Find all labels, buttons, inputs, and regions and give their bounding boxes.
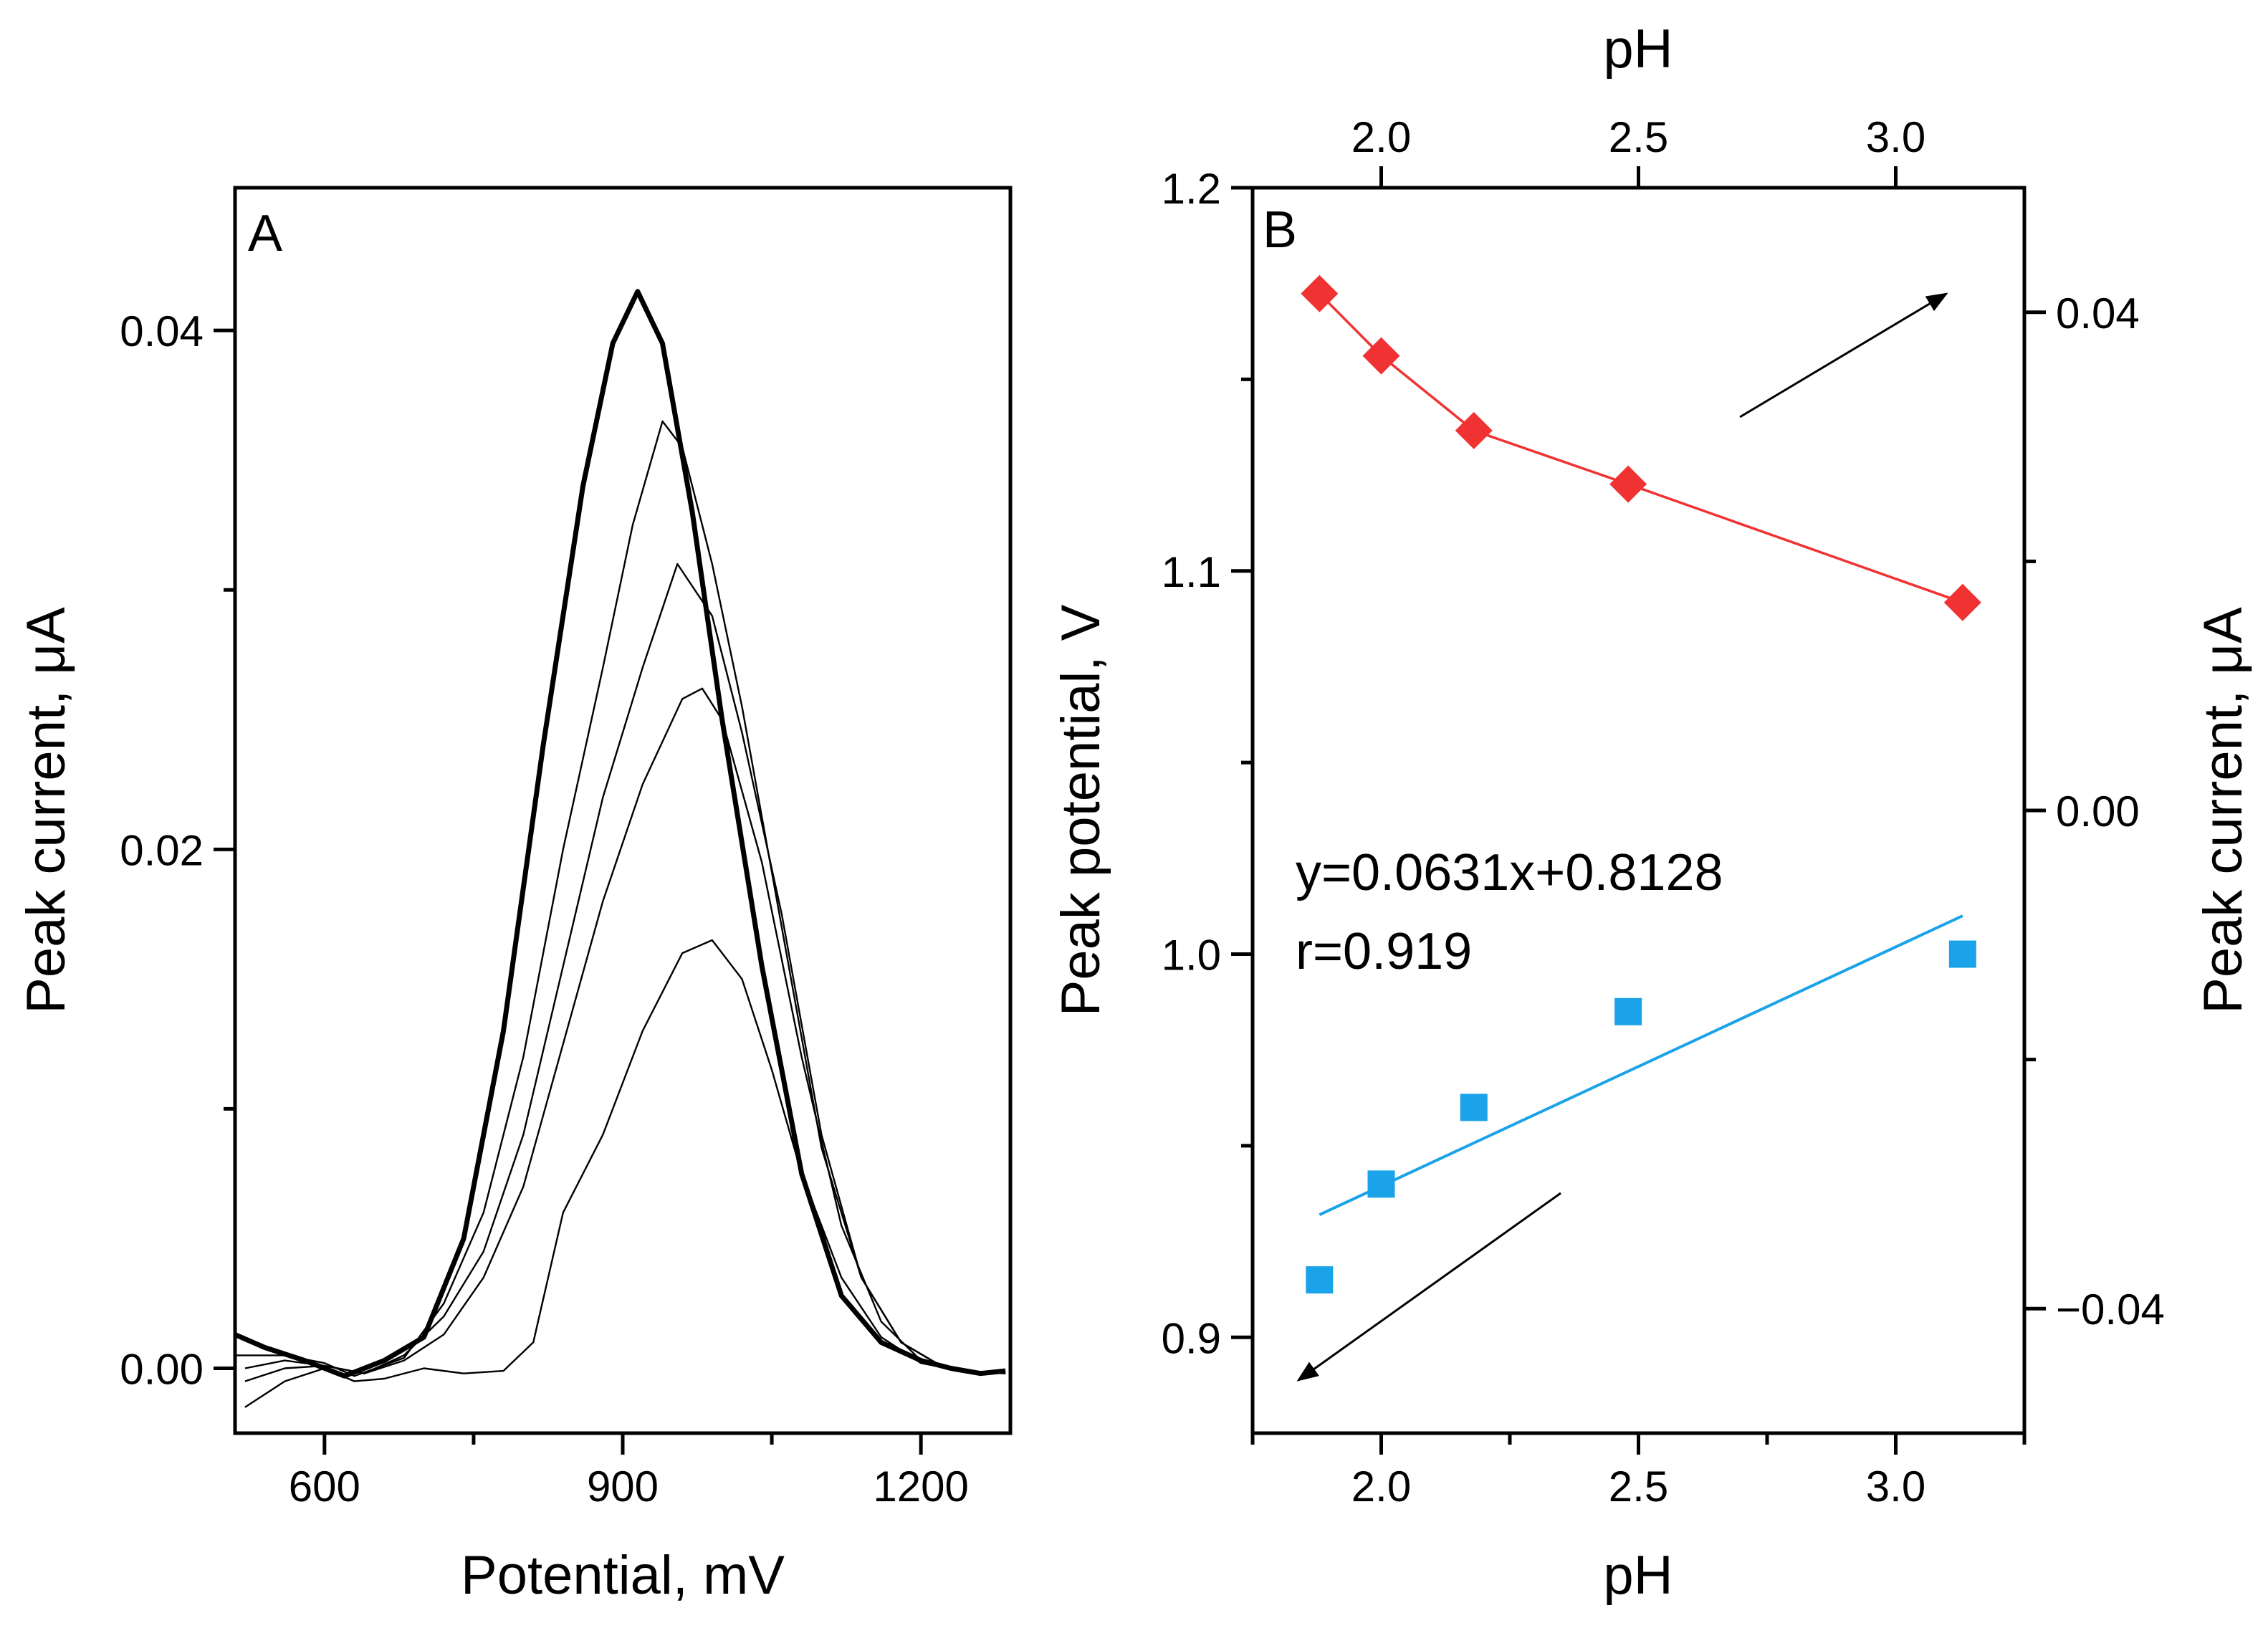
b-ytick-right-label: 0.04: [2056, 289, 2140, 338]
panel-b-ticks: 2.0 2.0 2.5 2.5 3.0 3.0 0.9 1.0 1.1 1.2 −0.04 0.00 0…: [1162, 113, 2165, 1511]
b-current-point: [1455, 411, 1493, 449]
b-current-point: [1362, 337, 1400, 375]
a-xtick-label: 1200: [873, 1463, 968, 1511]
panel-b-frame: [1250, 186, 2027, 1435]
b-xtick-top-label: 3.0: [1866, 113, 1925, 161]
a-curve-2: [235, 420, 1006, 1377]
panel-b-xlabel: pH: [1603, 1545, 1673, 1606]
b-ytick-left-label: 1.2: [1162, 165, 1221, 213]
b-xtick-top-label: 2.0: [1351, 113, 1411, 161]
a-curve-5: [244, 939, 1006, 1408]
panel-a-ylabel: Peak current, μA: [16, 607, 77, 1014]
panel-b-xlabel-top: pH: [1603, 19, 1673, 80]
b-current-point: [1301, 274, 1339, 312]
panel-b-ylabel-right: Peak current, μA: [2193, 607, 2254, 1014]
b-ytick-left-label: 1.1: [1162, 548, 1221, 596]
fit-r-value: r=0.919: [1296, 923, 1472, 980]
panel-a: 600 900 1200 0.00 0.02 0.04 A Potential, mV P…: [16, 186, 1013, 1606]
b-ytick-right-label: 0.00: [2056, 788, 2140, 836]
b-potential-point: [1614, 997, 1642, 1025]
a-xtick-label: 600: [289, 1463, 360, 1511]
a-ytick-label: 0.00: [120, 1345, 204, 1393]
b-ytick-right-label: −0.04: [2056, 1286, 2165, 1334]
a-curve-1: [234, 289, 1006, 1379]
arrow-to-right-axis: [1739, 292, 1948, 418]
b-xtick-label: 2.5: [1609, 1463, 1668, 1511]
b-current-line: [1319, 292, 1963, 604]
panel-b-series: [1301, 274, 1981, 1294]
panel-a-frame: [233, 186, 1013, 1435]
b-ytick-left-label: 1.0: [1162, 932, 1221, 980]
panel-a-xlabel: Potential, mV: [461, 1545, 785, 1606]
b-potential-point: [1367, 1170, 1395, 1198]
a-curve-4: [244, 687, 1006, 1382]
b-potential-point: [1306, 1266, 1334, 1294]
a-ytick-label: 0.04: [120, 307, 204, 355]
fit-equation: y=0.0631x+0.8128: [1296, 844, 1723, 901]
b-xtick-label: 2.0: [1351, 1463, 1411, 1511]
panel-a-label: A: [248, 205, 282, 262]
a-ytick-label: 0.02: [120, 826, 204, 874]
panel-a-curves: [234, 289, 1006, 1408]
panel-b-ylabel-left: Peak potential, V: [1051, 604, 1111, 1016]
b-current-point: [1943, 583, 1981, 621]
b-current-point: [1609, 465, 1647, 503]
b-fit-line: [1319, 914, 1963, 1216]
panel-b-label: B: [1263, 201, 1297, 259]
b-xtick-label: 3.0: [1866, 1463, 1925, 1511]
b-potential-point: [1948, 940, 1976, 968]
b-xtick-top-label: 2.5: [1609, 113, 1668, 161]
a-xtick-label: 900: [587, 1463, 659, 1511]
panel-b: 2.0 2.0 2.5 2.5 3.0 3.0 0.9 1.0 1.1 1.2 −0.04 0.00 0…: [1051, 19, 2254, 1606]
b-potential-point: [1460, 1094, 1488, 1121]
panel-a-ticks: 600 900 1200 0.00 0.02 0.04: [120, 307, 969, 1511]
arrow-to-left-axis: [1296, 1192, 1561, 1382]
b-ytick-left-label: 0.9: [1162, 1314, 1221, 1362]
a-curve-3: [244, 563, 1006, 1374]
